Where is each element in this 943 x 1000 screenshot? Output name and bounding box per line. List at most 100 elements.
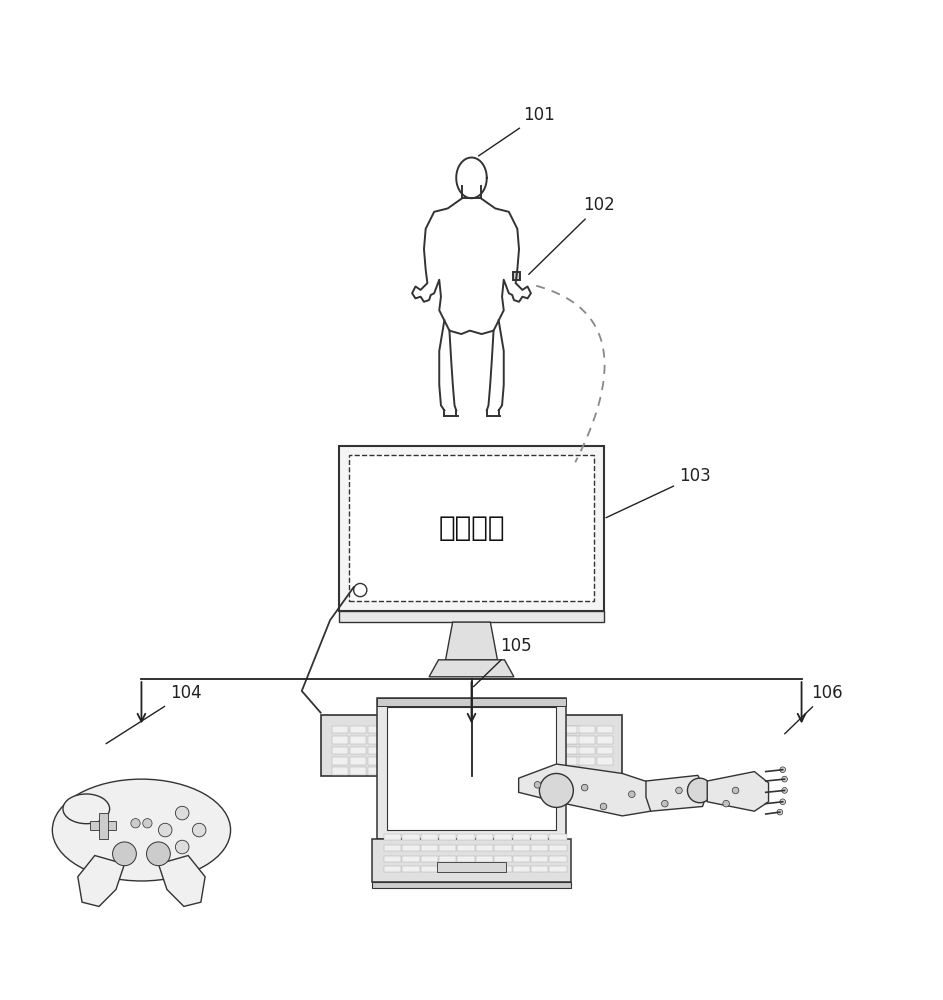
Bar [422,736,438,744]
Bar [494,845,512,851]
Bar [439,736,455,744]
Ellipse shape [52,779,230,881]
Polygon shape [646,775,707,811]
Bar [350,767,366,775]
Bar [531,834,549,840]
Bar [386,747,402,754]
Bar [494,856,512,862]
Bar [511,736,527,744]
Bar [332,767,348,775]
Bar [404,767,420,775]
Bar [579,747,595,754]
Bar [404,736,420,744]
Bar [494,834,512,840]
Bar [386,736,402,744]
Bar [513,866,530,872]
Bar [547,767,563,775]
Bar [511,747,527,754]
Circle shape [732,787,739,794]
Text: 102: 102 [529,196,615,274]
Bar [387,707,556,830]
Bar [437,862,506,872]
Bar [350,747,366,754]
Bar [404,757,420,765]
Bar [597,757,613,765]
Bar [476,856,493,862]
Circle shape [687,778,712,803]
Bar [547,726,563,733]
Bar [529,747,545,754]
Bar [476,866,493,872]
Bar [476,834,493,840]
Bar [529,767,545,775]
Circle shape [780,799,786,805]
Bar [384,845,402,851]
Bar [597,747,613,754]
Bar [549,856,567,862]
Circle shape [534,781,541,788]
Bar [493,747,509,754]
Bar [372,839,571,882]
Bar [493,736,509,744]
Bar [547,757,563,765]
Bar [529,757,545,765]
Bar [597,736,613,744]
Circle shape [777,809,783,815]
Bar [457,726,473,733]
Circle shape [661,800,668,807]
Circle shape [158,823,172,837]
Bar [513,845,530,851]
Bar [421,845,438,851]
Bar [90,821,117,830]
Bar [421,856,438,862]
Bar [457,845,475,851]
Bar [475,726,491,733]
Bar [386,757,402,765]
Bar [513,856,530,862]
Bar [384,856,402,862]
Bar [565,747,581,754]
Bar [579,726,595,733]
Bar [386,767,402,775]
Bar [457,757,473,765]
Bar [531,845,549,851]
Text: 103: 103 [606,467,711,518]
Bar [403,834,420,840]
Bar [422,726,438,733]
Bar [350,736,366,744]
Bar [561,757,577,765]
Bar [561,747,577,754]
Bar [368,757,384,765]
Bar [386,726,402,733]
Bar [332,726,348,733]
Polygon shape [429,660,514,677]
Bar [565,726,581,733]
Circle shape [175,806,189,820]
Bar [561,726,577,733]
Bar [384,866,402,872]
Circle shape [600,803,607,810]
Bar [439,856,456,862]
Circle shape [142,819,152,828]
Bar [529,736,545,744]
Bar [332,747,348,754]
Bar [368,726,384,733]
Circle shape [628,791,636,798]
Bar [475,747,491,754]
Bar [457,856,475,862]
Polygon shape [519,764,651,816]
Bar [531,866,549,872]
Bar [403,856,420,862]
Circle shape [146,842,171,866]
Bar [549,834,567,840]
Bar [475,736,491,744]
Circle shape [192,823,206,837]
Bar [475,767,491,775]
Bar [565,757,581,765]
Bar [439,747,455,754]
Bar [439,757,455,765]
Bar [511,767,527,775]
Bar [531,856,549,862]
Bar [368,767,384,775]
Bar [561,736,577,744]
